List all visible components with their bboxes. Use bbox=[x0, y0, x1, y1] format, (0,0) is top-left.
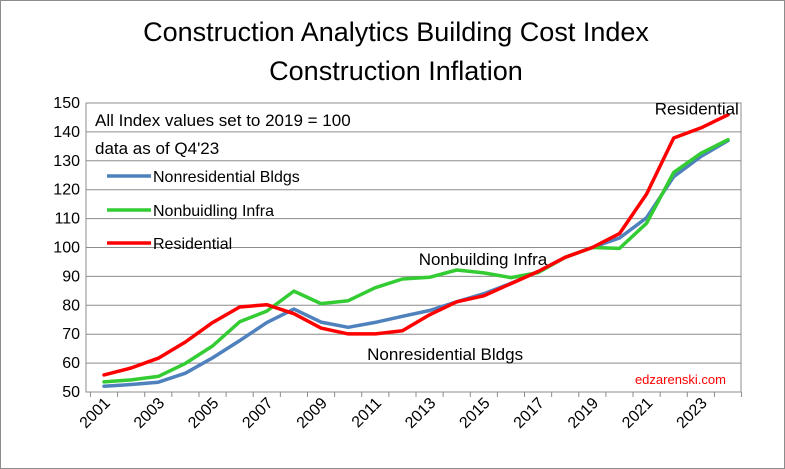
x-tick-label: 2001 bbox=[77, 395, 114, 432]
legend: Nonresidential Bldgs Nonbuidling Infra Res… bbox=[107, 169, 300, 253]
x-tick-label: 2017 bbox=[511, 395, 548, 432]
x-tick-label: 2013 bbox=[402, 395, 439, 432]
x-axis-ticks: 2001 2003 2005 2007 2009 2011 2013 2015 2017 2019… bbox=[77, 392, 743, 432]
annotation-label: Nonbuilding Infra bbox=[419, 250, 548, 269]
x-tick-label: 2011 bbox=[349, 395, 385, 431]
y-tick-label: 120 bbox=[53, 182, 80, 199]
x-tick-label: 2007 bbox=[239, 395, 276, 432]
x-tick-label: 2005 bbox=[185, 395, 222, 432]
chart-note-index-base: All Index values set to 2019 = 100 bbox=[95, 111, 351, 130]
chart-title: Construction Analytics Building Cost Ind… bbox=[143, 17, 649, 47]
x-tick-label: 2023 bbox=[674, 395, 711, 432]
legend-label: Residential bbox=[153, 236, 232, 253]
x-tick-label: 2019 bbox=[565, 395, 602, 432]
series-line-nonresidential-bldgs bbox=[102, 138, 730, 388]
y-tick-label: 130 bbox=[53, 153, 80, 170]
y-tick-label: 50 bbox=[62, 384, 80, 401]
chart-subtitle: Construction Inflation bbox=[269, 56, 523, 86]
series-lines bbox=[102, 113, 730, 388]
y-tick-label: 110 bbox=[54, 211, 80, 228]
y-tick-label: 90 bbox=[62, 268, 80, 285]
y-tick-label: 140 bbox=[53, 124, 80, 141]
legend-label: Nonbuidling Infra bbox=[153, 203, 274, 220]
series-line-residential bbox=[102, 113, 730, 377]
x-tick-label: 2009 bbox=[294, 395, 331, 432]
chart-note-data-date: data as of Q4'23 bbox=[95, 139, 219, 158]
y-axis-ticks: 50 60 70 80 90 100 110 120 130 140 150 bbox=[53, 95, 80, 401]
y-tick-label: 80 bbox=[62, 297, 80, 314]
x-tick-label: 2021 bbox=[619, 395, 656, 432]
x-tick-label: 2003 bbox=[131, 395, 168, 432]
x-tick-label: 2015 bbox=[456, 395, 493, 432]
watermark-text: edzarenski.com bbox=[635, 372, 726, 387]
annotation-label: Nonresidential Bldgs bbox=[367, 345, 523, 364]
legend-label: Nonresidential Bldgs bbox=[153, 169, 300, 186]
y-tick-label: 70 bbox=[62, 326, 80, 343]
annotation-label: Residential bbox=[655, 100, 739, 119]
y-tick-label: 60 bbox=[62, 355, 80, 372]
y-tick-label: 150 bbox=[53, 95, 80, 112]
y-tick-label: 100 bbox=[53, 240, 80, 257]
series-line-nonbuidling-infra bbox=[102, 137, 730, 384]
line-annotations: Residential Nonbuilding Infra Nonresidenti… bbox=[367, 100, 739, 365]
